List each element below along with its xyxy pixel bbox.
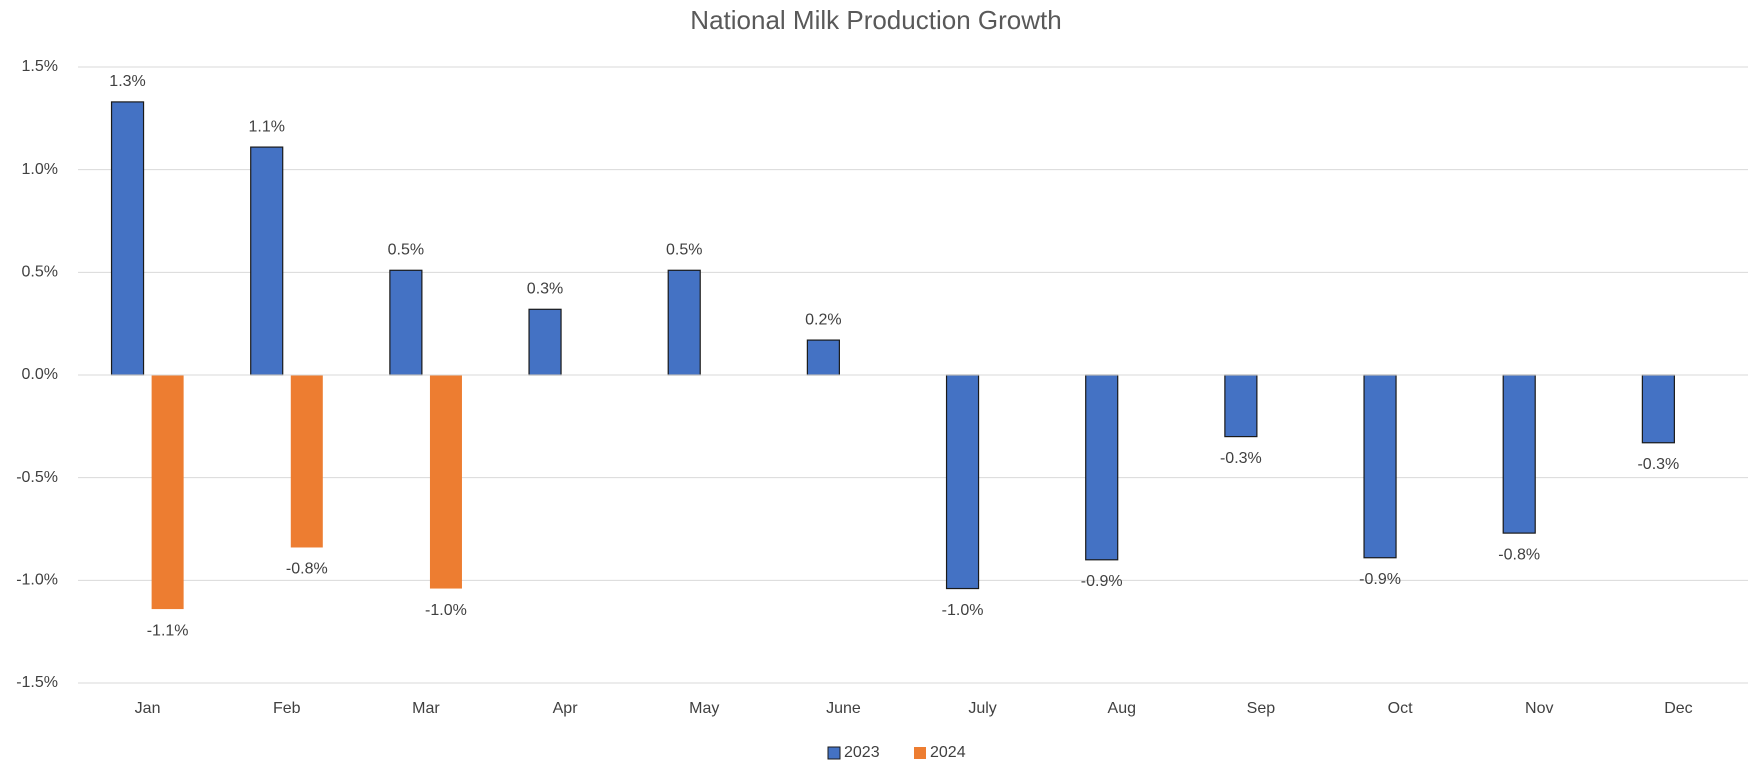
legend-swatch (827, 746, 841, 760)
x-tick-label: Dec (1664, 700, 1692, 717)
data-label: -0.8% (1498, 546, 1540, 563)
chart-title: National Milk Production Growth (690, 5, 1061, 35)
bar (429, 375, 462, 589)
bar (250, 146, 284, 376)
bar (806, 339, 840, 376)
x-tick-label: June (826, 700, 861, 717)
bar (1085, 374, 1119, 561)
legend-label: 2023 (844, 744, 880, 761)
data-label: 0.3% (527, 281, 563, 298)
bar (1363, 374, 1397, 559)
x-tick-label: Sep (1247, 700, 1276, 717)
data-label: 1.1% (248, 118, 284, 135)
bar (110, 101, 145, 376)
data-label: -1.0% (425, 602, 467, 619)
bar (945, 374, 980, 590)
data-label: -1.1% (147, 622, 189, 639)
data-label: 0.2% (805, 311, 841, 328)
x-tick-label: Jan (135, 700, 161, 717)
data-label: -0.9% (1081, 573, 1123, 590)
y-tick-label: 0.5% (22, 264, 58, 281)
legend-swatch (914, 747, 926, 759)
data-label: 1.3% (109, 73, 145, 90)
bar (290, 375, 323, 548)
data-label: -0.9% (1359, 571, 1401, 588)
data-label: -1.0% (942, 602, 984, 619)
y-tick-label: -1.0% (16, 572, 58, 589)
bar (1641, 374, 1675, 444)
bar (1502, 374, 1536, 534)
y-tick-label: -0.5% (16, 469, 58, 486)
data-label: 0.5% (388, 241, 424, 258)
x-tick-label: Feb (273, 700, 301, 717)
x-tick-label: Nov (1525, 700, 1553, 717)
bar (667, 269, 701, 376)
data-label: -0.3% (1220, 450, 1262, 467)
bar (389, 269, 423, 376)
x-tick-label: July (968, 700, 996, 717)
y-tick-label: 0.0% (22, 366, 58, 383)
x-tick-label: Mar (412, 700, 440, 717)
data-label: -0.8% (286, 561, 328, 578)
y-tick-label: -1.5% (16, 674, 58, 691)
bar (528, 308, 562, 376)
legend-label: 2024 (930, 744, 966, 761)
data-label: -0.3% (1637, 456, 1679, 473)
bar (151, 375, 184, 610)
x-tick-label: Oct (1388, 700, 1413, 717)
x-tick-label: May (689, 700, 719, 717)
y-tick-label: 1.5% (22, 58, 58, 75)
x-tick-label: Apr (553, 700, 579, 717)
bar (1224, 374, 1258, 438)
x-tick-label: Aug (1108, 700, 1136, 717)
data-label: 0.5% (666, 241, 702, 258)
y-tick-label: 1.0% (22, 161, 58, 178)
